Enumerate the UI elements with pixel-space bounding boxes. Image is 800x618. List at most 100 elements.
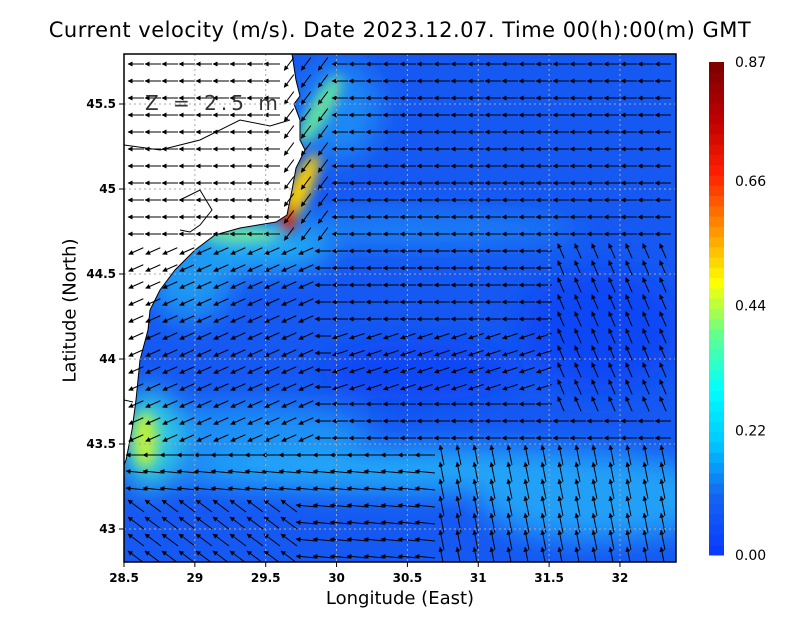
- y-axis-label: Latitude (North): [59, 238, 81, 383]
- velocity-arrow: [625, 461, 632, 482]
- velocity-arrow: [625, 345, 633, 361]
- velocity-arrow: [625, 379, 633, 395]
- velocity-arrow: [145, 349, 161, 357]
- velocity-arrow: [196, 349, 212, 357]
- colorbar-segment: [709, 370, 724, 381]
- velocity-arrow: [127, 533, 145, 547]
- colorbar-segment: [709, 144, 724, 155]
- velocity-arrow: [608, 294, 616, 310]
- velocity-arrow: [179, 349, 195, 357]
- velocity-arrow: [467, 349, 484, 357]
- velocity-arrow: [523, 461, 530, 482]
- velocity-arrow: [659, 345, 667, 361]
- velocity-arrow: [625, 529, 632, 550]
- velocity-arrow: [162, 332, 178, 340]
- velocity-arrow: [659, 512, 666, 533]
- velocity-arrow: [264, 332, 280, 340]
- velocity-arrow: [382, 349, 399, 357]
- velocity-arrow: [213, 400, 229, 408]
- velocity-arrow: [416, 366, 433, 374]
- velocity-arrow: [264, 366, 280, 374]
- velocity-arrows: [125, 57, 671, 562]
- velocity-arrow: [365, 349, 382, 357]
- velocity-arrow: [263, 499, 281, 513]
- velocity-arrow: [300, 142, 312, 156]
- velocity-arrow: [128, 434, 144, 442]
- velocity-arrow: [283, 159, 295, 173]
- velocity-arrow: [523, 495, 530, 516]
- velocity-arrow: [484, 366, 501, 374]
- velocity-arrow: [246, 533, 264, 547]
- colorbar-segment: [709, 174, 724, 186]
- velocity-arrow: [489, 529, 496, 550]
- velocity-arrow: [247, 315, 263, 323]
- x-tick-label: 29.5: [251, 571, 281, 585]
- velocity-arrow: [179, 298, 195, 306]
- velocity-arrow: [472, 512, 479, 533]
- velocity-arrow: [298, 366, 314, 374]
- velocity-arrow: [300, 227, 312, 241]
- velocity-arrow: [608, 546, 614, 562]
- velocity-arrow: [501, 332, 518, 340]
- velocity-arrow: [557, 345, 565, 361]
- velocity-arrow: [472, 546, 478, 562]
- velocity-arrow: [557, 461, 564, 482]
- velocity-arrow: [574, 277, 582, 293]
- velocity-arrow: [625, 512, 632, 533]
- velocity-arrow: [178, 533, 196, 547]
- colorbar-segment: [709, 349, 724, 361]
- velocity-arrow: [145, 264, 161, 272]
- velocity-arrow: [298, 281, 314, 289]
- velocity-arrow: [213, 383, 229, 391]
- x-tick-label: 30.5: [393, 571, 423, 585]
- velocity-arrow: [230, 383, 246, 391]
- velocity-arrow: [161, 499, 179, 513]
- x-tick-label: 30: [328, 571, 345, 585]
- velocity-arrow: [450, 366, 467, 374]
- colorbar-segment: [709, 82, 724, 94]
- velocity-arrow: [298, 400, 314, 408]
- velocity-arrow: [438, 546, 444, 562]
- velocity-arrow: [438, 495, 445, 516]
- velocity-arrow: [484, 383, 501, 391]
- velocity-arrow: [144, 550, 161, 562]
- velocity-arrow: [212, 533, 230, 547]
- velocity-arrow: [659, 546, 665, 562]
- velocity-arrow: [145, 315, 161, 323]
- velocity-arrow: [659, 396, 667, 412]
- velocity-arrow: [213, 434, 229, 442]
- velocity-arrow: [608, 345, 616, 361]
- velocity-arrow: [229, 533, 247, 547]
- velocity-arrow: [179, 281, 195, 289]
- velocity-arrow: [399, 383, 416, 391]
- velocity-arrow: [472, 495, 479, 516]
- velocity-arrow: [317, 74, 329, 88]
- colorbar-segment: [709, 308, 724, 320]
- y-tick-label: 45: [99, 182, 116, 196]
- velocity-arrow: [608, 243, 616, 259]
- velocity-arrow: [642, 260, 650, 276]
- colorbar-segment: [709, 462, 724, 474]
- velocity-arrow: [414, 536, 436, 542]
- velocity-arrow: [608, 311, 616, 327]
- velocity-arrow: [642, 529, 649, 550]
- velocity-arrow: [230, 298, 246, 306]
- velocity-arrow: [263, 533, 281, 547]
- velocity-arrow: [484, 349, 501, 357]
- y-tick-label: 44.5: [86, 267, 116, 281]
- velocity-arrow: [642, 495, 649, 516]
- velocity-arrow: [591, 362, 599, 378]
- velocity-arrow: [438, 512, 445, 533]
- velocity-arrow: [557, 529, 564, 550]
- velocity-arrow: [659, 294, 667, 310]
- velocity-arrow: [625, 444, 632, 465]
- velocity-arrow: [625, 260, 633, 276]
- velocity-arrow: [506, 546, 512, 562]
- colorbar-segment: [709, 277, 724, 289]
- velocity-arrow: [331, 366, 348, 374]
- velocity-arrow: [382, 332, 399, 340]
- velocity-arrow: [230, 366, 246, 374]
- velocity-arrow: [489, 444, 496, 465]
- velocity-arrow: [230, 417, 246, 425]
